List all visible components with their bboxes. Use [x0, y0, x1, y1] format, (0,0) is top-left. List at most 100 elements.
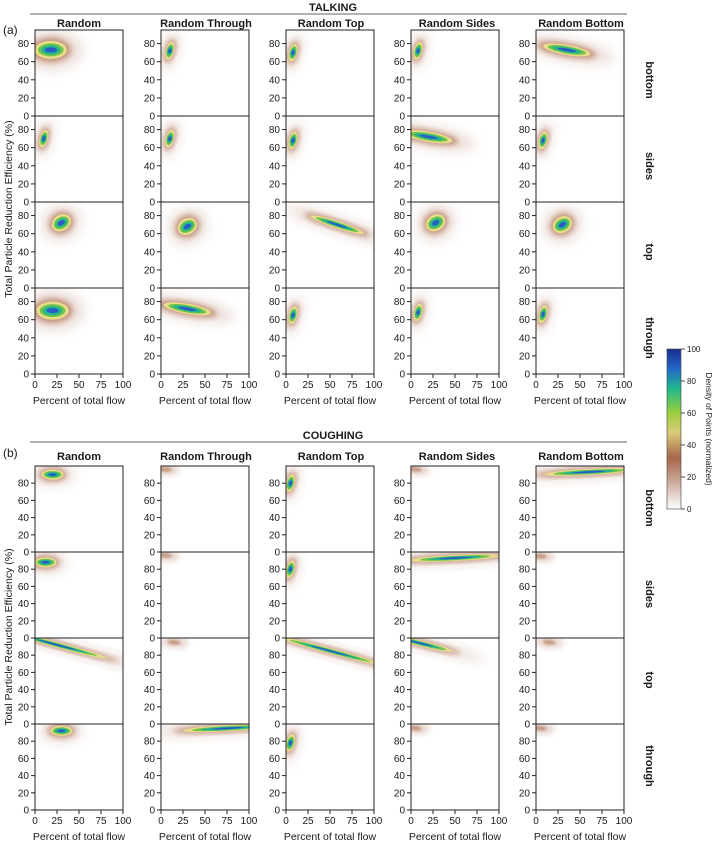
density-layer — [35, 30, 83, 70]
y-tick-label: 80 — [519, 211, 531, 222]
panels: 0 20 40 60 80 0 20 40 60 80 0 20 40 60 80 0 20 40 60 80 0 20 4… — [18, 29, 633, 843]
y-tick-label: 40 — [269, 247, 281, 258]
y-tick-label: 20 — [269, 179, 281, 190]
y-tick-label: 80 — [144, 297, 156, 308]
panel-frame — [535, 723, 625, 811]
y-tick-label: 0 — [524, 370, 530, 381]
y-tick-label: 20 — [269, 93, 281, 104]
row-label: bottom — [643, 489, 655, 526]
y-tick-label: 40 — [394, 513, 406, 524]
density-peak — [432, 220, 440, 226]
density-layer — [35, 290, 85, 331]
y-tick-label: 0 — [399, 112, 405, 123]
density-peak — [291, 50, 295, 56]
column-title: Random — [57, 18, 101, 30]
density-ring — [536, 553, 547, 559]
y-tick-label: 0 — [149, 806, 155, 817]
y-tick-label: 20 — [144, 702, 156, 713]
density-layer — [286, 638, 374, 679]
density-layer — [536, 724, 555, 735]
x-tick-label: 50 — [574, 380, 586, 391]
panel-label-b: (b) — [3, 446, 18, 460]
y-tick-label: 20 — [18, 93, 30, 104]
x-tick-label: 100 — [115, 380, 132, 391]
y-tick-label: 60 — [144, 143, 156, 154]
x-tick-label: 0 — [283, 816, 289, 827]
density-layer — [161, 466, 180, 476]
y-tick-label: 0 — [274, 370, 280, 381]
section-title-talking: TALKING — [309, 2, 357, 14]
panel-frame — [160, 465, 250, 553]
x-tick-label: 100 — [241, 816, 258, 827]
row-labels-a: bottom sides top through — [643, 61, 655, 359]
y-tick-label: 80 — [394, 565, 406, 576]
column-title: Random Bottom — [538, 451, 624, 463]
y-tick-label: 40 — [519, 333, 531, 344]
row-label: top — [643, 243, 655, 260]
y-tick-label: 20 — [394, 616, 406, 627]
y-tick-label: 20 — [394, 788, 406, 799]
y-tick-label: 80 — [18, 297, 30, 308]
y-tick-label: 80 — [144, 651, 156, 662]
y-tick-label: 40 — [18, 75, 30, 86]
y-tick-label: 40 — [18, 685, 30, 696]
y-tick-label: 40 — [394, 247, 406, 258]
y-tick-label: 40 — [144, 247, 156, 258]
colorbar-label: Density of Points (normalized) — [704, 372, 714, 486]
x-tick-label: 100 — [241, 380, 258, 391]
x-tick-label: 75 — [471, 380, 483, 391]
y-tick-label: 20 — [144, 788, 156, 799]
density-peak — [419, 134, 438, 139]
x-tick-label: 50 — [199, 380, 211, 391]
row-label: top — [643, 671, 655, 688]
y-tick-label: 80 — [144, 479, 156, 490]
y-tick-label: 40 — [144, 161, 156, 172]
y-tick-label: 20 — [18, 351, 30, 362]
density-layer — [35, 638, 123, 673]
y-tick-label: 60 — [519, 229, 531, 240]
x-tick-label: 100 — [491, 380, 508, 391]
y-tick-label: 80 — [144, 211, 156, 222]
density-layer — [411, 466, 430, 476]
x-tick-label: 100 — [491, 816, 508, 827]
y-tick-label: 20 — [144, 616, 156, 627]
y-tick-label: 20 — [519, 179, 531, 190]
y-tick-label: 60 — [144, 315, 156, 326]
y-tick-label: 20 — [144, 530, 156, 541]
y-tick-label: 0 — [399, 284, 405, 295]
y-tick-label: 20 — [519, 265, 531, 276]
density-peak — [48, 473, 57, 476]
y-tick-label: 0 — [149, 112, 155, 123]
density-peak — [541, 137, 545, 143]
heatmap-panel: 0 20 40 60 80 0 25 50 75 100 Percent of total flow — [269, 723, 383, 843]
density-layer — [411, 31, 428, 71]
y-tick-label: 0 — [399, 370, 405, 381]
panel-frame — [535, 637, 625, 725]
y-tick-label: 80 — [144, 39, 156, 50]
heatmap-panel: 0 20 40 60 80 — [144, 465, 250, 559]
colorbar-tick-label: 40 — [687, 441, 696, 450]
y-tick-label: 60 — [519, 496, 531, 507]
y-tick-label: 80 — [269, 39, 281, 50]
y-tick-label: 20 — [394, 265, 406, 276]
y-tick-label: 60 — [394, 315, 406, 326]
y-tick-label: 40 — [144, 599, 156, 610]
column-titles-a: Random Random Through Random Top Random … — [57, 18, 624, 30]
y-tick-label: 20 — [18, 788, 30, 799]
density-ring — [542, 639, 556, 645]
x-axis-label: Percent of total flow — [159, 831, 252, 843]
y-tick-label: 80 — [18, 479, 30, 490]
panel-frame — [410, 723, 500, 811]
heatmap-panel: 0 20 40 60 80 — [394, 29, 500, 123]
y-tick-label: 0 — [23, 634, 29, 645]
y-tick-label: 40 — [519, 685, 531, 696]
column-titles-b: Random Random Through Random Top Random … — [57, 451, 624, 463]
heatmap-panel: 0 20 40 60 80 — [144, 551, 250, 645]
heatmap-panel: 0 20 40 60 80 — [269, 201, 375, 295]
x-tick-label: 75 — [471, 816, 483, 827]
y-tick-label: 0 — [399, 634, 405, 645]
y-tick-label: 0 — [23, 284, 29, 295]
column-title: Random Through — [160, 18, 252, 30]
column-title: Random Bottom — [538, 18, 624, 30]
y-tick-label: 0 — [23, 112, 29, 123]
